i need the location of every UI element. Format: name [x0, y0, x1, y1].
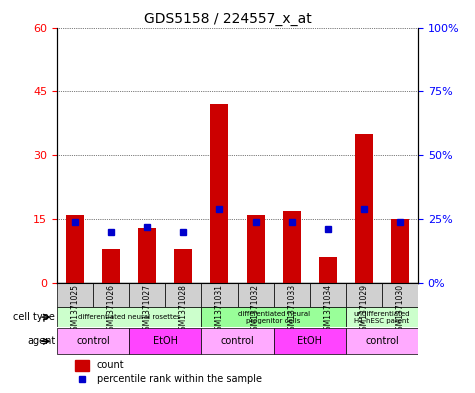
FancyBboxPatch shape: [201, 328, 274, 354]
Text: GSM1371027: GSM1371027: [143, 284, 152, 335]
FancyBboxPatch shape: [346, 283, 382, 307]
Text: GSM1371033: GSM1371033: [287, 284, 296, 335]
FancyBboxPatch shape: [201, 283, 238, 307]
Text: EtOH: EtOH: [297, 336, 322, 346]
Bar: [355, 134, 373, 283]
Bar: [283, 211, 301, 283]
Text: GSM1371025: GSM1371025: [71, 284, 79, 335]
Text: GSM1371029: GSM1371029: [360, 284, 368, 335]
FancyBboxPatch shape: [382, 283, 418, 307]
Bar: [66, 215, 84, 283]
Text: GSM1371034: GSM1371034: [323, 284, 332, 335]
FancyBboxPatch shape: [274, 283, 310, 307]
Text: agent: agent: [27, 336, 55, 346]
Text: percentile rank within the sample: percentile rank within the sample: [97, 374, 262, 384]
Bar: [391, 219, 409, 283]
FancyBboxPatch shape: [310, 283, 346, 307]
Text: count: count: [97, 360, 124, 370]
Bar: [174, 249, 192, 283]
Text: GSM1371032: GSM1371032: [251, 284, 260, 335]
FancyBboxPatch shape: [346, 307, 418, 327]
Text: undifferentiated
H1 hESC parent: undifferentiated H1 hESC parent: [354, 310, 410, 323]
FancyBboxPatch shape: [57, 328, 129, 354]
FancyBboxPatch shape: [165, 283, 201, 307]
FancyBboxPatch shape: [57, 283, 93, 307]
Text: control: control: [365, 336, 399, 346]
Text: GSM1371031: GSM1371031: [215, 284, 224, 335]
FancyBboxPatch shape: [238, 283, 274, 307]
Text: GSM1371026: GSM1371026: [107, 284, 115, 335]
FancyBboxPatch shape: [346, 328, 418, 354]
Bar: [210, 104, 228, 283]
Text: GSM1371028: GSM1371028: [179, 284, 188, 335]
Bar: [138, 228, 156, 283]
Text: GDS5158 / 224557_x_at: GDS5158 / 224557_x_at: [144, 12, 312, 26]
Text: GSM1371030: GSM1371030: [396, 284, 404, 335]
Bar: [75, 360, 89, 371]
Text: control: control: [76, 336, 110, 346]
FancyBboxPatch shape: [274, 328, 346, 354]
Bar: [247, 215, 265, 283]
Text: differentiated neural
progenitor cells: differentiated neural progenitor cells: [238, 310, 310, 323]
Bar: [102, 249, 120, 283]
Bar: [319, 257, 337, 283]
FancyBboxPatch shape: [93, 283, 129, 307]
FancyBboxPatch shape: [129, 328, 201, 354]
FancyBboxPatch shape: [129, 283, 165, 307]
Text: cell type: cell type: [13, 312, 55, 322]
Text: control: control: [220, 336, 255, 346]
Text: differentiated neural rosettes: differentiated neural rosettes: [78, 314, 180, 320]
FancyBboxPatch shape: [201, 307, 346, 327]
Text: EtOH: EtOH: [153, 336, 178, 346]
FancyBboxPatch shape: [57, 307, 201, 327]
